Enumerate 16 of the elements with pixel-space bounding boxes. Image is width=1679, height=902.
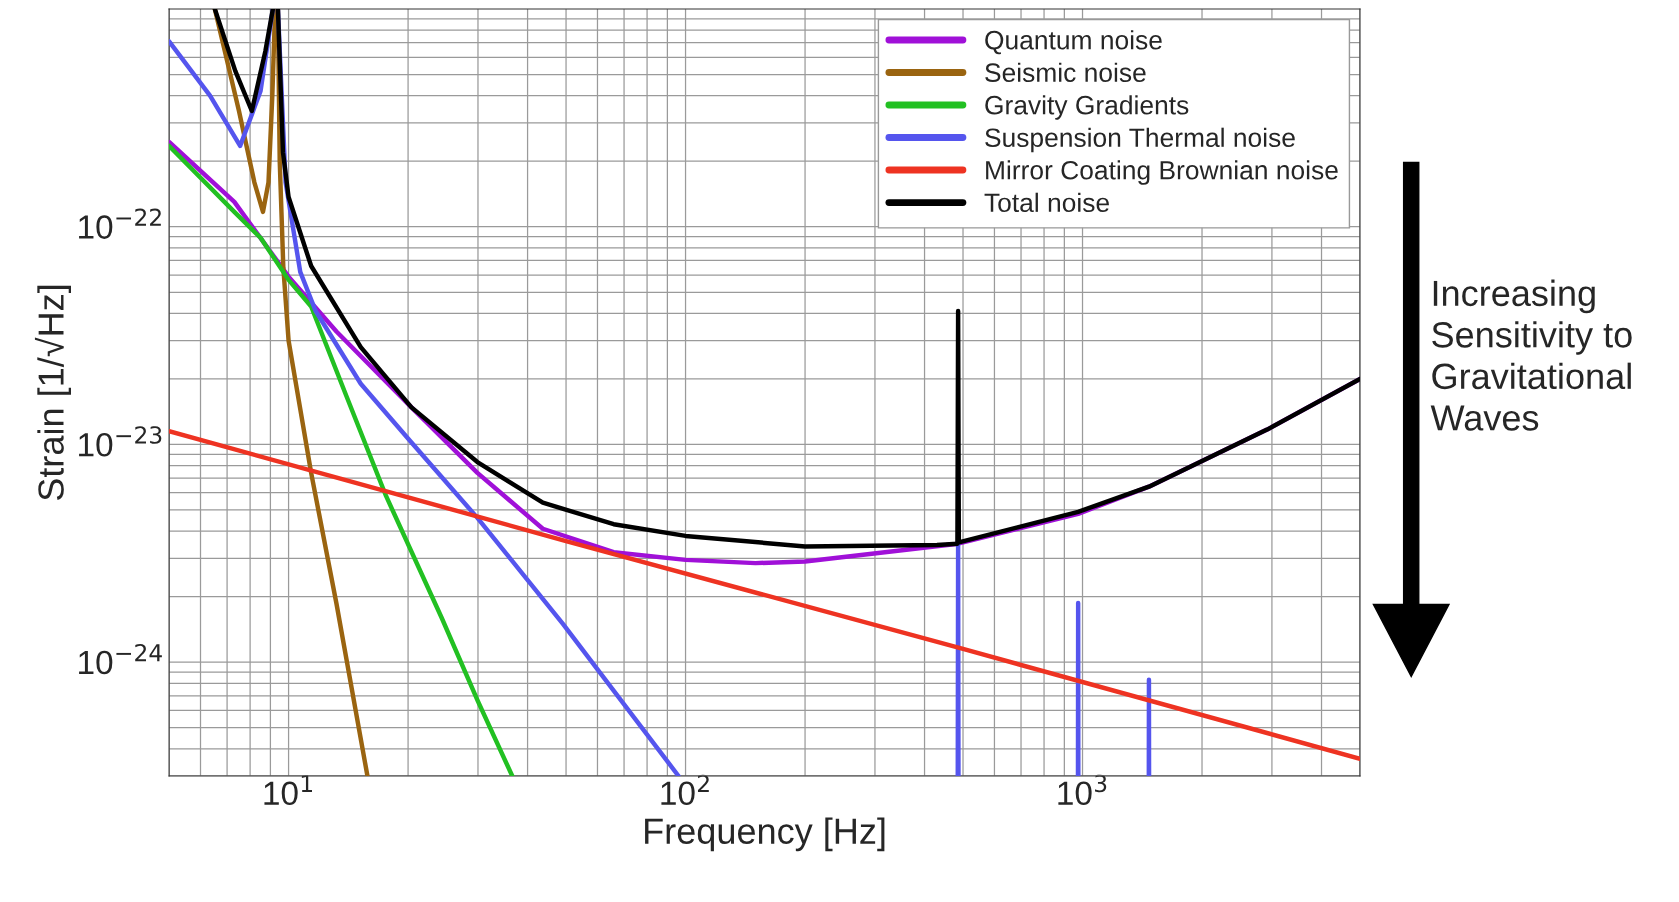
y-tick-label: 10$^{−22}$ — [79, 208, 161, 239]
x-axis-title: Frequency [Hz] — [645, 817, 885, 852]
legend-label: Gravity Gradients — [985, 95, 1189, 120]
y-tick-label: 10$^{−24}$ — [79, 643, 162, 675]
text: Increasing Sensitivity to Gravitational Waves — [1430, 279, 1632, 431]
legend-label: Mirror Coating Brownian noise — [986, 160, 1338, 185]
legend-label: Seismic noise — [985, 62, 1146, 83]
x-tick-label: 10$^{2}$ — [661, 774, 709, 806]
legend-label: Quantum noise — [985, 30, 1162, 55]
legend-label: Suspension Thermal noise — [985, 127, 1295, 153]
y-axis-title: Strain [1/√Hz] — [34, 285, 71, 501]
line-series — [169, 429, 1360, 761]
y-tick-label: 10$^{−23}$ — [79, 426, 162, 457]
x-tick-label: 10$^{1}$ — [264, 775, 312, 806]
x-tick-label: 10$^{3}$ — [1058, 774, 1107, 806]
legend-label: Total noise — [984, 192, 1109, 213]
